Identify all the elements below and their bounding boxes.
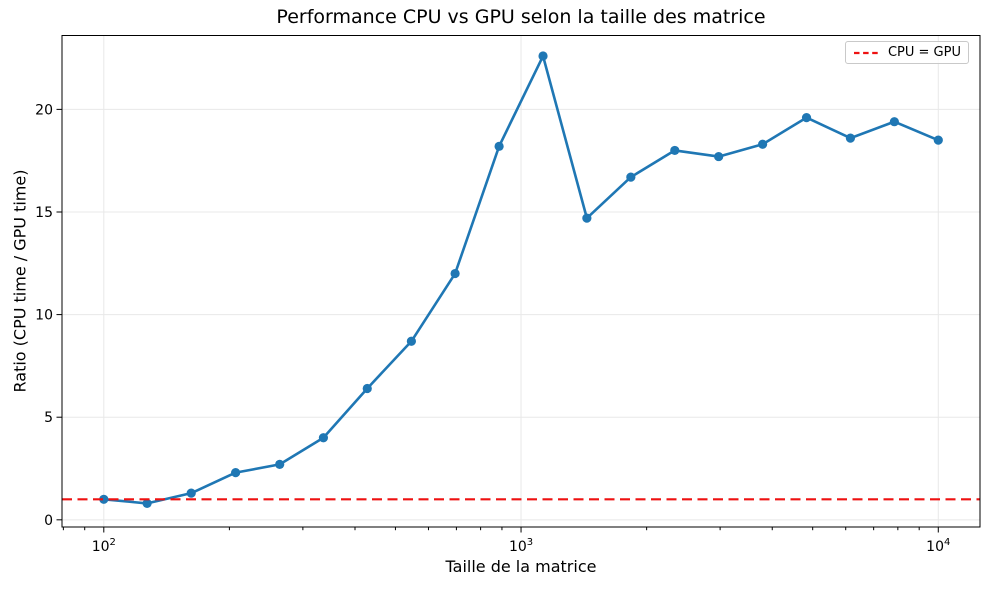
x-tick-label: 103 [509, 537, 533, 555]
legend-dashed-line-sample [854, 51, 880, 54]
data-point-marker [626, 172, 636, 182]
x-tick-label: 104 [926, 537, 950, 555]
y-tick-label: 5 [44, 410, 53, 426]
legend-label: CPU = GPU [887, 45, 961, 60]
data-point-marker [670, 145, 680, 156]
data-point-marker [318, 433, 329, 443]
data-point-marker [933, 135, 943, 145]
y-tick-label: 0 [44, 513, 53, 529]
data-point-marker [231, 468, 241, 478]
data-point-marker [450, 268, 460, 279]
data-point-marker [801, 112, 812, 123]
data-point-marker [186, 488, 196, 498]
chart-title: Performance CPU vs GPU selon la taille d… [276, 6, 766, 28]
data-point-marker [362, 383, 372, 394]
y-axis-label: Ratio (CPU time / GPU time) [10, 169, 30, 393]
data-point-marker [889, 117, 899, 127]
y-tick-label: 10 [35, 308, 53, 324]
x-axis-label: Taille de la matrice [445, 557, 597, 576]
series-line [102, 54, 940, 505]
x-tick-label: 102 [92, 537, 116, 555]
y-tick-label: 20 [35, 102, 53, 118]
data-point-marker [582, 213, 592, 223]
data-point-marker [142, 498, 152, 508]
legend: CPU = GPU [845, 41, 969, 64]
data-point-marker [714, 151, 724, 162]
data-point-marker [406, 336, 416, 346]
data-point-marker [275, 459, 285, 470]
y-tick-label: 15 [35, 205, 53, 221]
data-point-marker [845, 133, 856, 143]
data-point-marker [494, 141, 504, 151]
data-point-marker [538, 51, 548, 61]
data-point-marker [758, 139, 768, 149]
data-point-marker [99, 494, 109, 504]
